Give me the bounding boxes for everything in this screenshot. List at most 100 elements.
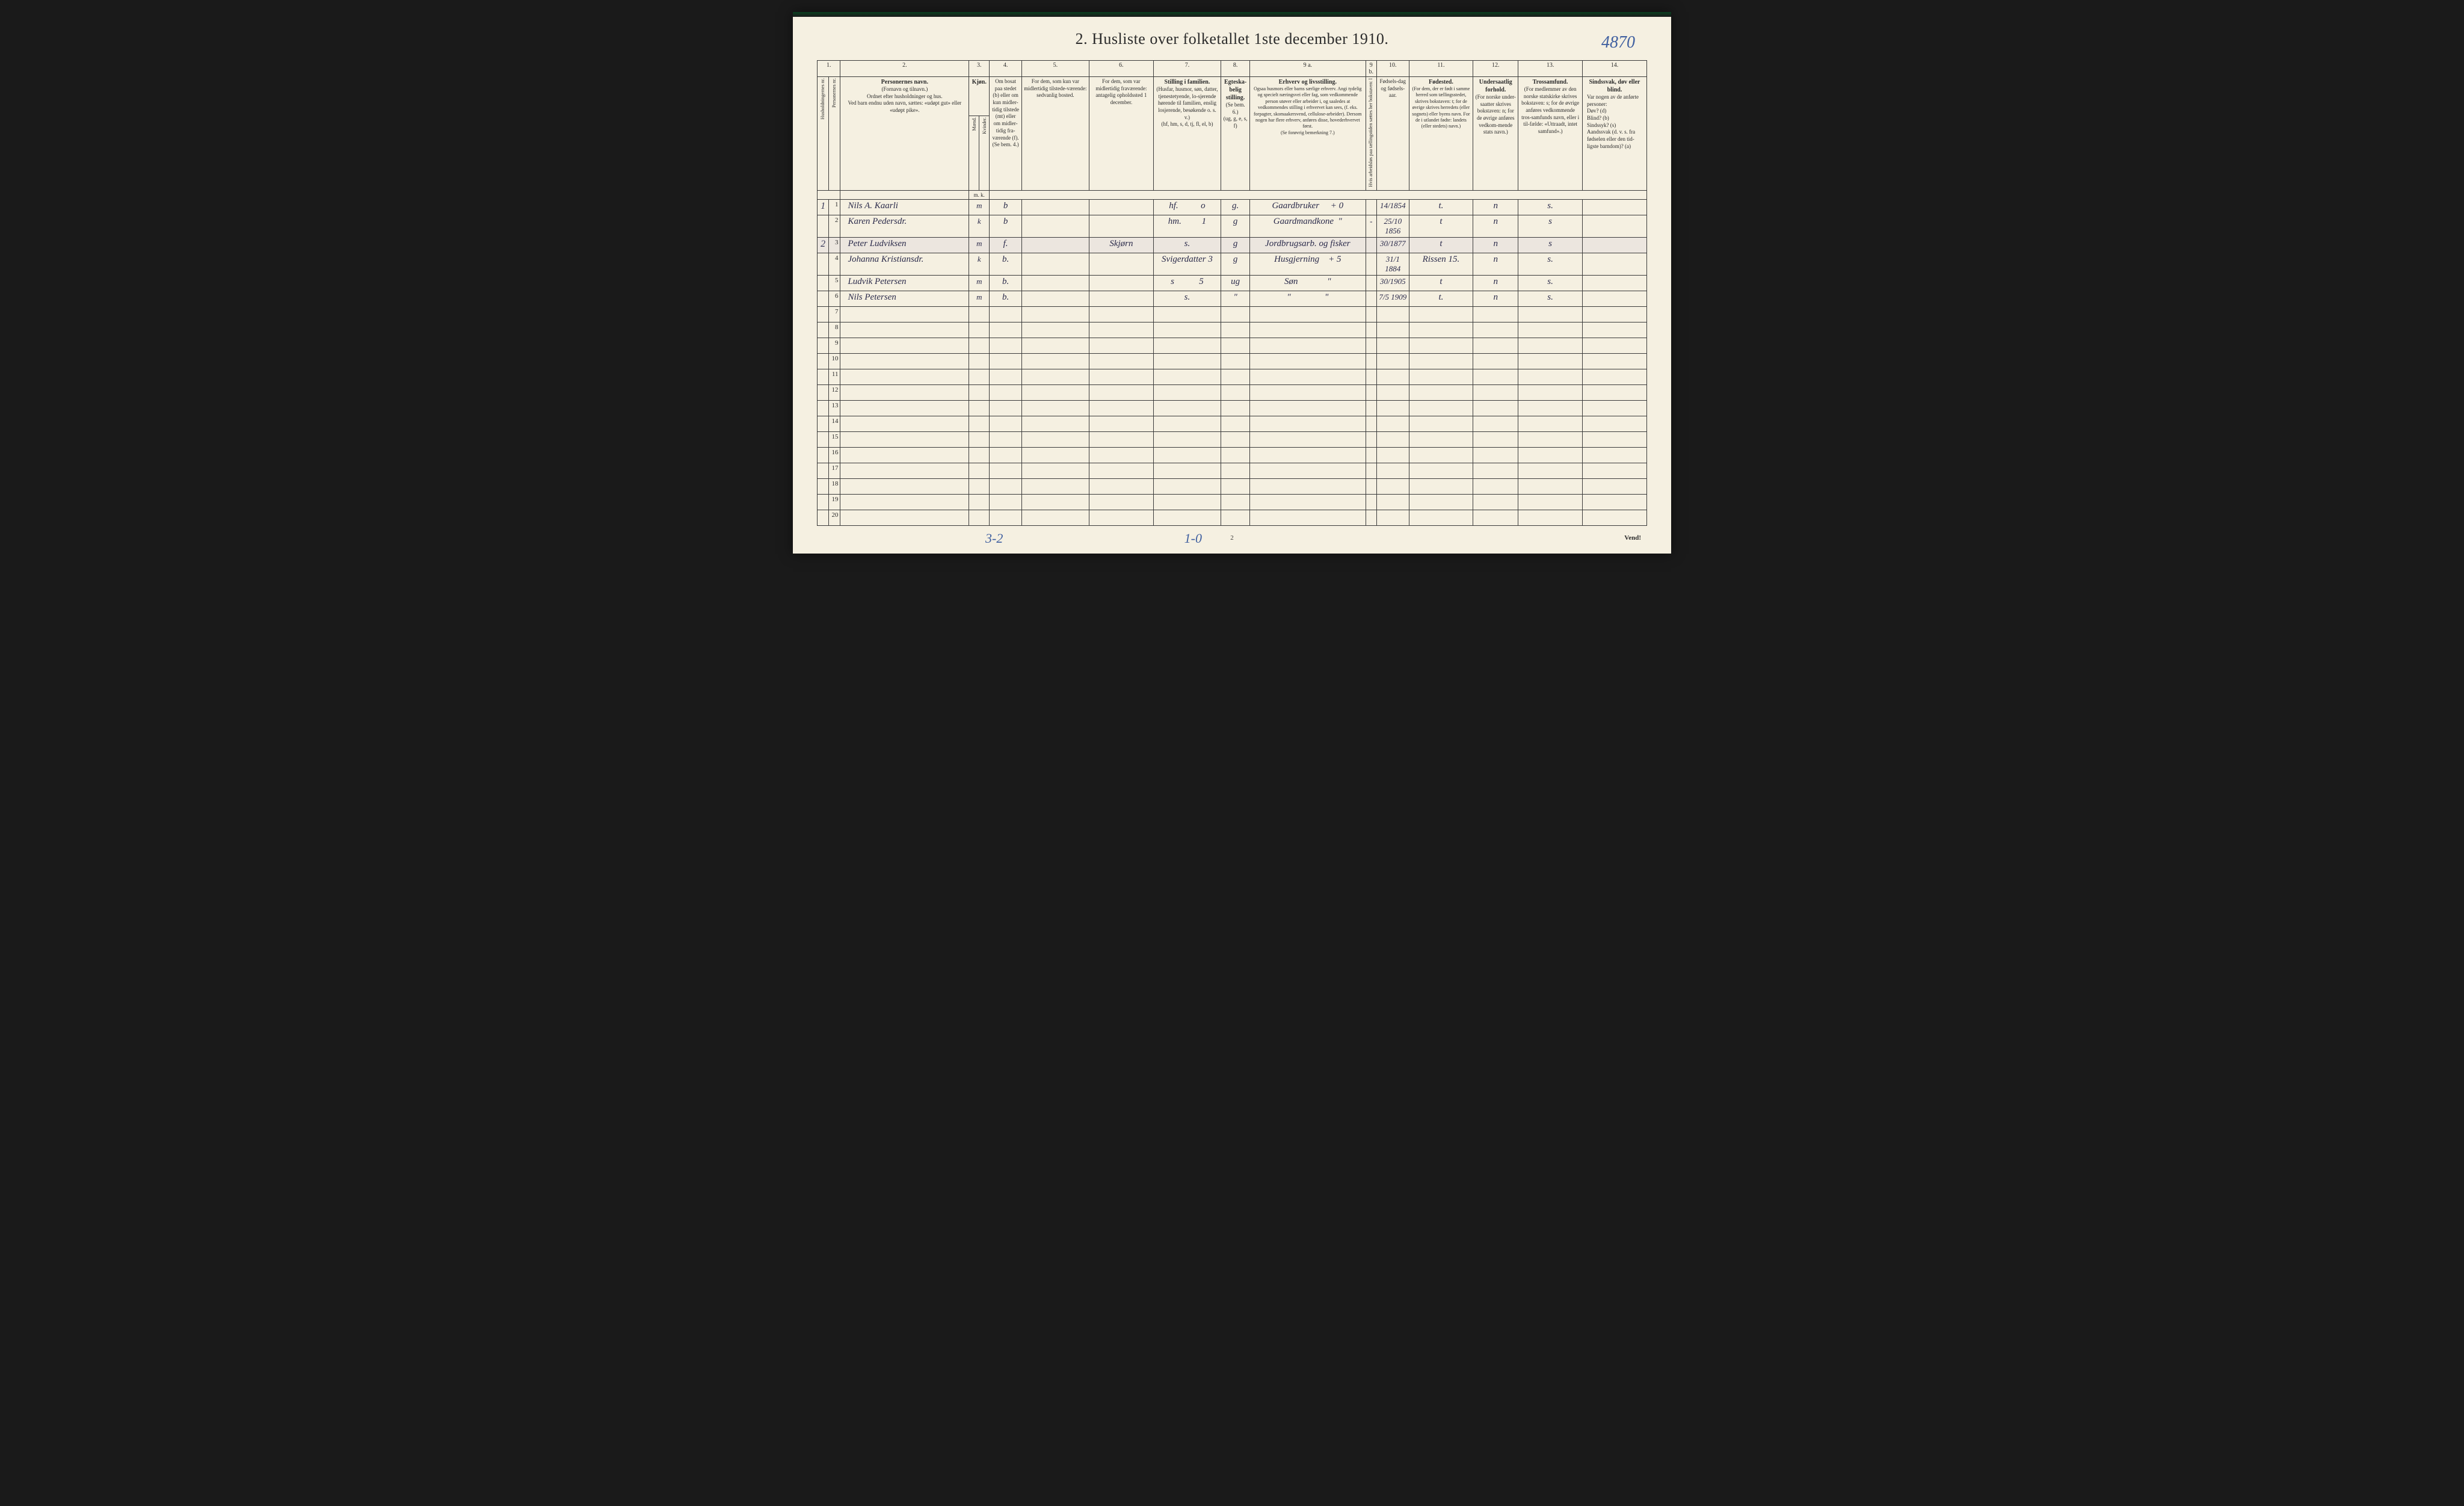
cell-household (818, 215, 829, 238)
cell-residence: b. (990, 253, 1021, 276)
cell-name (840, 307, 969, 322)
cell-temp-present (1021, 510, 1089, 526)
cell-temp-absent (1089, 307, 1154, 322)
cell-family-pos: s 5 (1153, 276, 1221, 291)
cell-temp-absent (1089, 479, 1154, 495)
table-row-empty: 19 (818, 495, 1647, 510)
col-num-4: 4. (990, 61, 1021, 77)
cell-disability (1583, 291, 1647, 307)
cell-temp-present (1021, 401, 1089, 416)
cell-temp-present (1021, 322, 1089, 338)
cell-person-num: 5 (829, 276, 840, 291)
cell-religion: s. (1518, 200, 1583, 215)
cell-temp-absent (1089, 448, 1154, 463)
cell-person-num: 11 (829, 369, 840, 385)
cell-sex (969, 354, 990, 369)
cell-occupation (1250, 432, 1366, 448)
cell-temp-absent (1089, 463, 1154, 479)
cell-nationality (1473, 401, 1518, 416)
cell-birthplace: t. (1409, 200, 1473, 215)
cell-household (818, 448, 829, 463)
cell-family-pos (1153, 401, 1221, 416)
cell-disability (1583, 510, 1647, 526)
cell-marital (1221, 401, 1250, 416)
header-birth: Fødsels-dag og fødsels-aar. (1377, 77, 1409, 191)
cell-disability (1583, 369, 1647, 385)
cell-household (818, 401, 829, 416)
table-row: 1 1 Nils A. Kaarli m b hf. o g. Gaardbru… (818, 200, 1647, 215)
cell-temp-absent (1089, 416, 1154, 432)
cell-marital (1221, 463, 1250, 479)
cell-family-pos (1153, 495, 1221, 510)
cell-disability (1583, 385, 1647, 401)
cell-marital (1221, 354, 1250, 369)
cell-disability (1583, 276, 1647, 291)
col-num-9a: 9 a. (1250, 61, 1366, 77)
cell-person-num: 18 (829, 479, 840, 495)
table-row-empty: 17 (818, 463, 1647, 479)
cell-temp-present (1021, 200, 1089, 215)
cell-residence (990, 369, 1021, 385)
cell-religion (1518, 322, 1583, 338)
cell-birth (1377, 448, 1409, 463)
cell-nationality (1473, 416, 1518, 432)
cell-occupation (1250, 510, 1366, 526)
cell-family-pos: hf. o (1153, 200, 1221, 215)
cell-household (818, 479, 829, 495)
cell-sex (969, 416, 990, 432)
table-row-empty: 18 (818, 479, 1647, 495)
cell-temp-absent (1089, 369, 1154, 385)
cell-temp-absent (1089, 253, 1154, 276)
cell-disability (1583, 416, 1647, 432)
col-num-7: 7. (1153, 61, 1221, 77)
cell-temp-absent (1089, 510, 1154, 526)
cell-sex: m (969, 200, 990, 215)
cell-person-num: 17 (829, 463, 840, 479)
cell-person-num: 20 (829, 510, 840, 526)
cell-occupation (1250, 338, 1366, 354)
cell-temp-present (1021, 385, 1089, 401)
cell-sex: m (969, 276, 990, 291)
cell-nationality (1473, 479, 1518, 495)
header-household: Husholdningernes nr. (818, 77, 829, 191)
cell-family-pos (1153, 448, 1221, 463)
cell-marital (1221, 369, 1250, 385)
cell-temp-present (1021, 253, 1089, 276)
cell-family-pos (1153, 322, 1221, 338)
header-female: Kvinder. (979, 116, 990, 191)
col-num-1: 1. (818, 61, 840, 77)
cell-name (840, 322, 969, 338)
cell-marital (1221, 495, 1250, 510)
cell-religion (1518, 432, 1583, 448)
cell-religion (1518, 338, 1583, 354)
cell-household: 1 (818, 200, 829, 215)
cell-temp-present (1021, 369, 1089, 385)
top-annotation: 4870 (1601, 33, 1635, 52)
cell-name: Nils A. Kaarli (840, 200, 969, 215)
cell-occupation (1250, 369, 1366, 385)
cell-sex (969, 432, 990, 448)
cell-person-num: 4 (829, 253, 840, 276)
cell-residence (990, 354, 1021, 369)
cell-sex (969, 322, 990, 338)
cell-unemployed (1366, 338, 1377, 354)
cell-temp-present (1021, 495, 1089, 510)
col-num-3: 3. (969, 61, 990, 77)
header-disability: Sindssvak, døv eller blind. Var nogen av… (1583, 77, 1647, 191)
cell-temp-present (1021, 354, 1089, 369)
cell-religion (1518, 479, 1583, 495)
col-num-8: 8. (1221, 61, 1250, 77)
header-occupation: Erhverv og livsstilling. Ogsaa husmors e… (1250, 77, 1366, 191)
cell-name: Ludvik Petersen (840, 276, 969, 291)
cell-residence (990, 338, 1021, 354)
table-row-empty: 12 (818, 385, 1647, 401)
cell-marital: g (1221, 253, 1250, 276)
cell-residence: b. (990, 276, 1021, 291)
cell-person-num: 8 (829, 322, 840, 338)
cell-unemployed (1366, 369, 1377, 385)
cell-name (840, 338, 969, 354)
cell-household (818, 354, 829, 369)
cell-marital: g (1221, 238, 1250, 253)
cell-birthplace (1409, 385, 1473, 401)
table-row-empty: 7 (818, 307, 1647, 322)
